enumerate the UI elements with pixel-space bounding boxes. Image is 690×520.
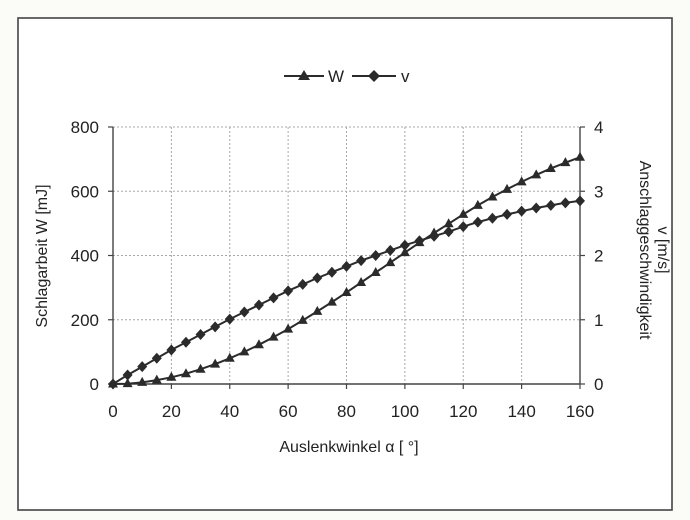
legend-label-w: W (328, 67, 344, 86)
grid-lines (113, 126, 580, 384)
point-w-50 (253, 339, 264, 349)
series-layer (108, 151, 585, 390)
point-w-100 (399, 247, 410, 257)
point-v-115 (443, 226, 454, 238)
point-v-10 (137, 361, 148, 373)
point-w-145 (531, 169, 542, 179)
point-w-10 (137, 376, 148, 386)
x-tick-label-40: 40 (220, 402, 239, 421)
point-w-25 (180, 368, 191, 378)
point-w-95 (385, 257, 396, 267)
point-w-45 (239, 346, 250, 356)
point-v-140 (516, 205, 527, 217)
point-w-75 (326, 296, 337, 306)
point-w-155 (560, 157, 571, 167)
point-v-145 (531, 202, 542, 214)
point-w-15 (151, 374, 162, 384)
point-v-65 (297, 278, 308, 290)
point-v-135 (502, 208, 513, 220)
point-w-80 (341, 286, 352, 296)
point-v-85 (356, 255, 367, 267)
point-w-5 (122, 378, 133, 388)
x-tick-label-80: 80 (337, 402, 356, 421)
point-v-0 (108, 378, 118, 390)
point-w-140 (516, 176, 527, 186)
point-w-135 (502, 183, 513, 193)
point-w-60 (283, 323, 294, 333)
x-tick-label-140: 140 (507, 402, 535, 421)
x-tick-label-160: 160 (566, 402, 594, 421)
x-tick-label-20: 20 (162, 402, 181, 421)
y-tick-label-0: 0 (90, 375, 99, 394)
y2-tick-label-1: 1 (594, 311, 603, 330)
point-w-40 (224, 352, 235, 362)
legend-item-w: W (284, 67, 344, 86)
point-w-120 (458, 208, 469, 218)
point-w-20 (166, 371, 177, 381)
y-tick-label-400: 400 (71, 247, 99, 266)
x-axis-title: Auslenkwinkel α [ °] (279, 439, 418, 456)
point-v-70 (312, 272, 323, 284)
y2-axis-title-line1: Anschlaggeschwindigkeit (636, 161, 653, 340)
point-w-130 (487, 191, 498, 201)
legend: W v (284, 67, 410, 86)
x-tick-label-120: 120 (449, 402, 477, 421)
point-w-150 (545, 162, 556, 172)
point-w-90 (370, 267, 381, 277)
diamond-marker-icon (368, 70, 380, 82)
point-w-30 (195, 363, 206, 373)
point-w-160 (575, 151, 585, 161)
point-v-150 (545, 199, 556, 211)
point-v-160 (575, 195, 585, 207)
point-w-115 (443, 218, 454, 228)
point-v-125 (472, 216, 483, 228)
point-w-70 (312, 305, 323, 315)
y2-tick-label-3: 3 (594, 182, 603, 201)
point-v-130 (487, 212, 498, 224)
point-w-65 (297, 314, 308, 324)
point-v-35 (210, 321, 221, 333)
point-w-35 (210, 358, 221, 368)
point-v-30 (195, 329, 206, 341)
point-v-80 (341, 260, 352, 272)
legend-item-v: v (352, 67, 410, 86)
point-v-110 (429, 230, 440, 242)
point-w-125 (472, 199, 483, 209)
point-w-55 (268, 331, 279, 341)
y2-tick-label-4: 4 (594, 118, 603, 137)
point-v-155 (560, 197, 571, 209)
point-v-5 (122, 369, 133, 381)
point-v-105 (414, 235, 425, 247)
y-tick-label-800: 800 (71, 118, 99, 137)
point-v-55 (268, 292, 279, 304)
y-tick-label-200: 200 (71, 311, 99, 330)
x-tick-label-0: 0 (108, 402, 117, 421)
point-v-100 (399, 239, 410, 251)
point-v-90 (370, 250, 381, 261)
point-v-25 (180, 336, 191, 348)
point-v-20 (166, 344, 177, 356)
y-axis-title: Schlagarbeit W [mJ] (34, 184, 51, 327)
legend-label-v: v (401, 67, 410, 86)
y-tick-label-600: 600 (71, 182, 99, 201)
x-tick-label-100: 100 (391, 402, 419, 421)
y2-axis-title-line2: v [m/s] (654, 226, 671, 273)
point-v-120 (458, 221, 469, 233)
point-v-75 (326, 266, 337, 278)
triangle-marker-icon (298, 70, 310, 80)
point-w-85 (356, 276, 367, 286)
point-v-50 (253, 299, 264, 311)
x-tick-label-60: 60 (279, 402, 298, 421)
y2-tick-label-2: 2 (594, 247, 603, 266)
point-v-60 (283, 285, 294, 297)
point-v-40 (224, 313, 235, 325)
y2-tick-label-0: 0 (594, 375, 603, 394)
point-v-15 (151, 352, 162, 364)
point-v-45 (239, 306, 250, 318)
point-v-95 (385, 244, 396, 256)
